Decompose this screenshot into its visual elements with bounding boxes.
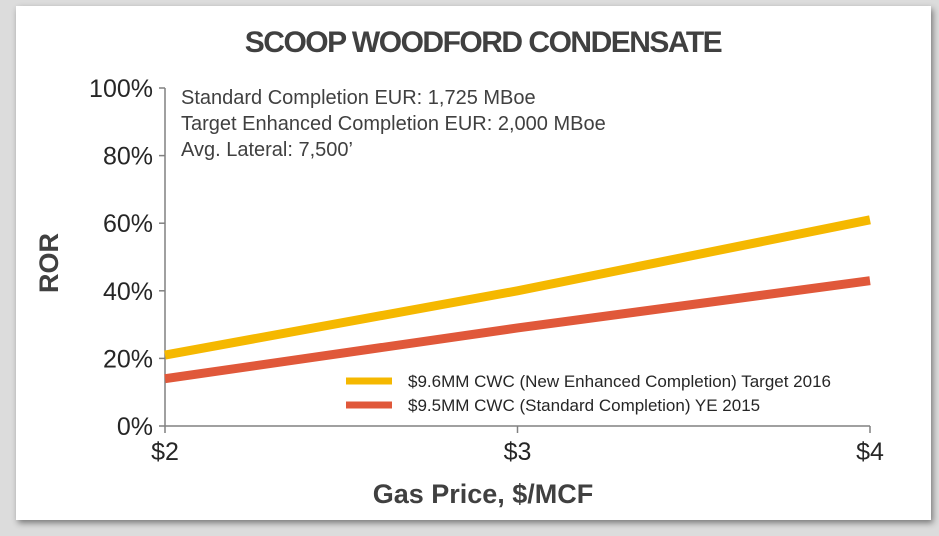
legend: $9.6MM CWC (New Enhanced Completion) Tar… [346, 372, 831, 415]
annotation-avg-lateral: Avg. Lateral: 7,500’ [181, 139, 353, 161]
y-tick-label: 20% [103, 345, 153, 373]
y-tick-label: 40% [103, 278, 153, 306]
series-line-2 [164, 276, 871, 384]
series-line-1 [164, 215, 871, 360]
ror-chart: SCOOP WOODFORD CONDENSATE Standard Compl… [34, 26, 884, 509]
y-tick-label: 60% [103, 210, 153, 238]
y-axis-title: ROR [34, 233, 64, 293]
x-axis-ticks: $2 $3 $4 [151, 426, 884, 466]
annotation-target-eur: Target Enhanced Completion EUR: 2,000 MB… [181, 113, 606, 135]
annotations: Standard Completion EUR: 1,725 MBoe Targ… [181, 87, 606, 161]
x-tick-label: $2 [151, 438, 179, 466]
chart-frame: SCOOP WOODFORD CONDENSATE Standard Compl… [16, 6, 931, 520]
x-tick-label: $3 [504, 438, 532, 466]
y-tick-label: 0% [117, 413, 153, 441]
axes [164, 88, 870, 427]
y-tick-label: 100% [89, 75, 153, 103]
x-tick-label: $4 [856, 438, 884, 466]
y-tick-label: 80% [103, 143, 153, 171]
legend-label-2: $9.5MM CWC (Standard Completion) YE 2015 [408, 396, 760, 415]
chart-title: SCOOP WOODFORD CONDENSATE [245, 26, 722, 59]
y-axis-ticks: 0% 20% 40% 60% 80% 100% [89, 75, 165, 441]
x-axis-title: Gas Price, $/MCF [373, 479, 594, 509]
series-lines [164, 215, 871, 384]
legend-label-1: $9.6MM CWC (New Enhanced Completion) Tar… [408, 372, 831, 391]
annotation-standard-eur: Standard Completion EUR: 1,725 MBoe [181, 87, 536, 109]
